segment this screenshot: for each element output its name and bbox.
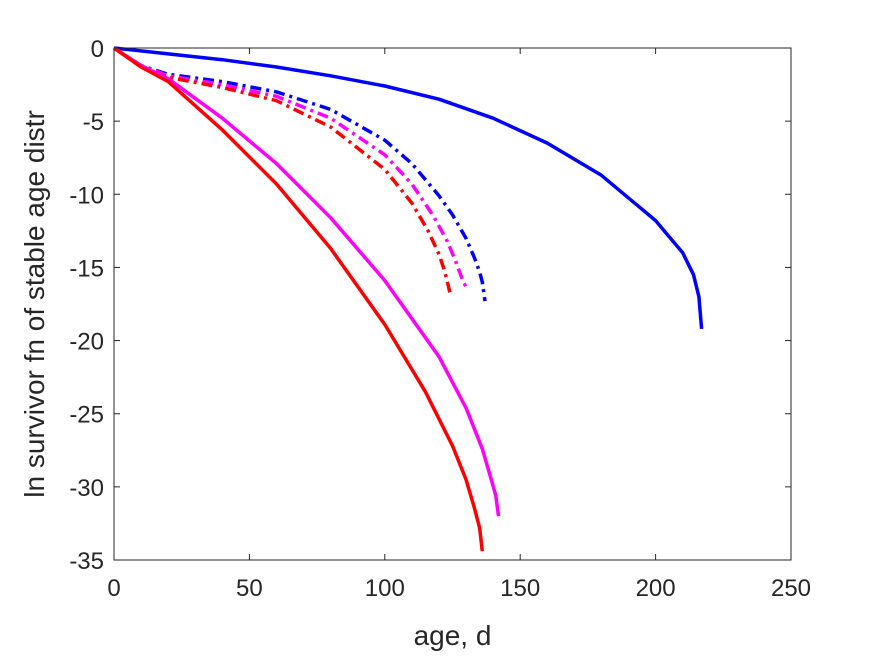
- plot-frame: [113, 47, 792, 561]
- x-tick-label: 0: [107, 575, 120, 602]
- series-line-5: [113, 46, 501, 517]
- y-tick-label: -10: [69, 182, 104, 209]
- x-tick-label: 50: [236, 575, 263, 602]
- y-tick-label: -25: [69, 402, 104, 429]
- y-tick-label: -20: [69, 329, 104, 356]
- y-tick-label: -30: [69, 475, 104, 502]
- series-line-6: [112, 46, 485, 552]
- series-line-1: [113, 46, 704, 330]
- series-line-3: [113, 46, 468, 288]
- x-tick-label: 100: [365, 575, 405, 602]
- series-line-2: [113, 46, 487, 302]
- tick-layer: 0 50 100 150 200 250 0 -5 -10 -15 -20 -25 -30 -35: [69, 36, 811, 602]
- series-layer: [112, 46, 704, 552]
- y-tick-label: 0: [91, 36, 104, 63]
- x-tick-label: 250: [771, 575, 811, 602]
- y-tick-label: -15: [69, 255, 104, 282]
- x-tick-label: 200: [636, 575, 676, 602]
- y-tick-label: -35: [69, 548, 104, 575]
- y-tick-label: -5: [83, 109, 104, 136]
- x-axis-label: age, d: [414, 620, 492, 651]
- y-axis-label: ln survivor fn of stable age distr: [19, 110, 50, 498]
- x-tick-label: 150: [500, 575, 540, 602]
